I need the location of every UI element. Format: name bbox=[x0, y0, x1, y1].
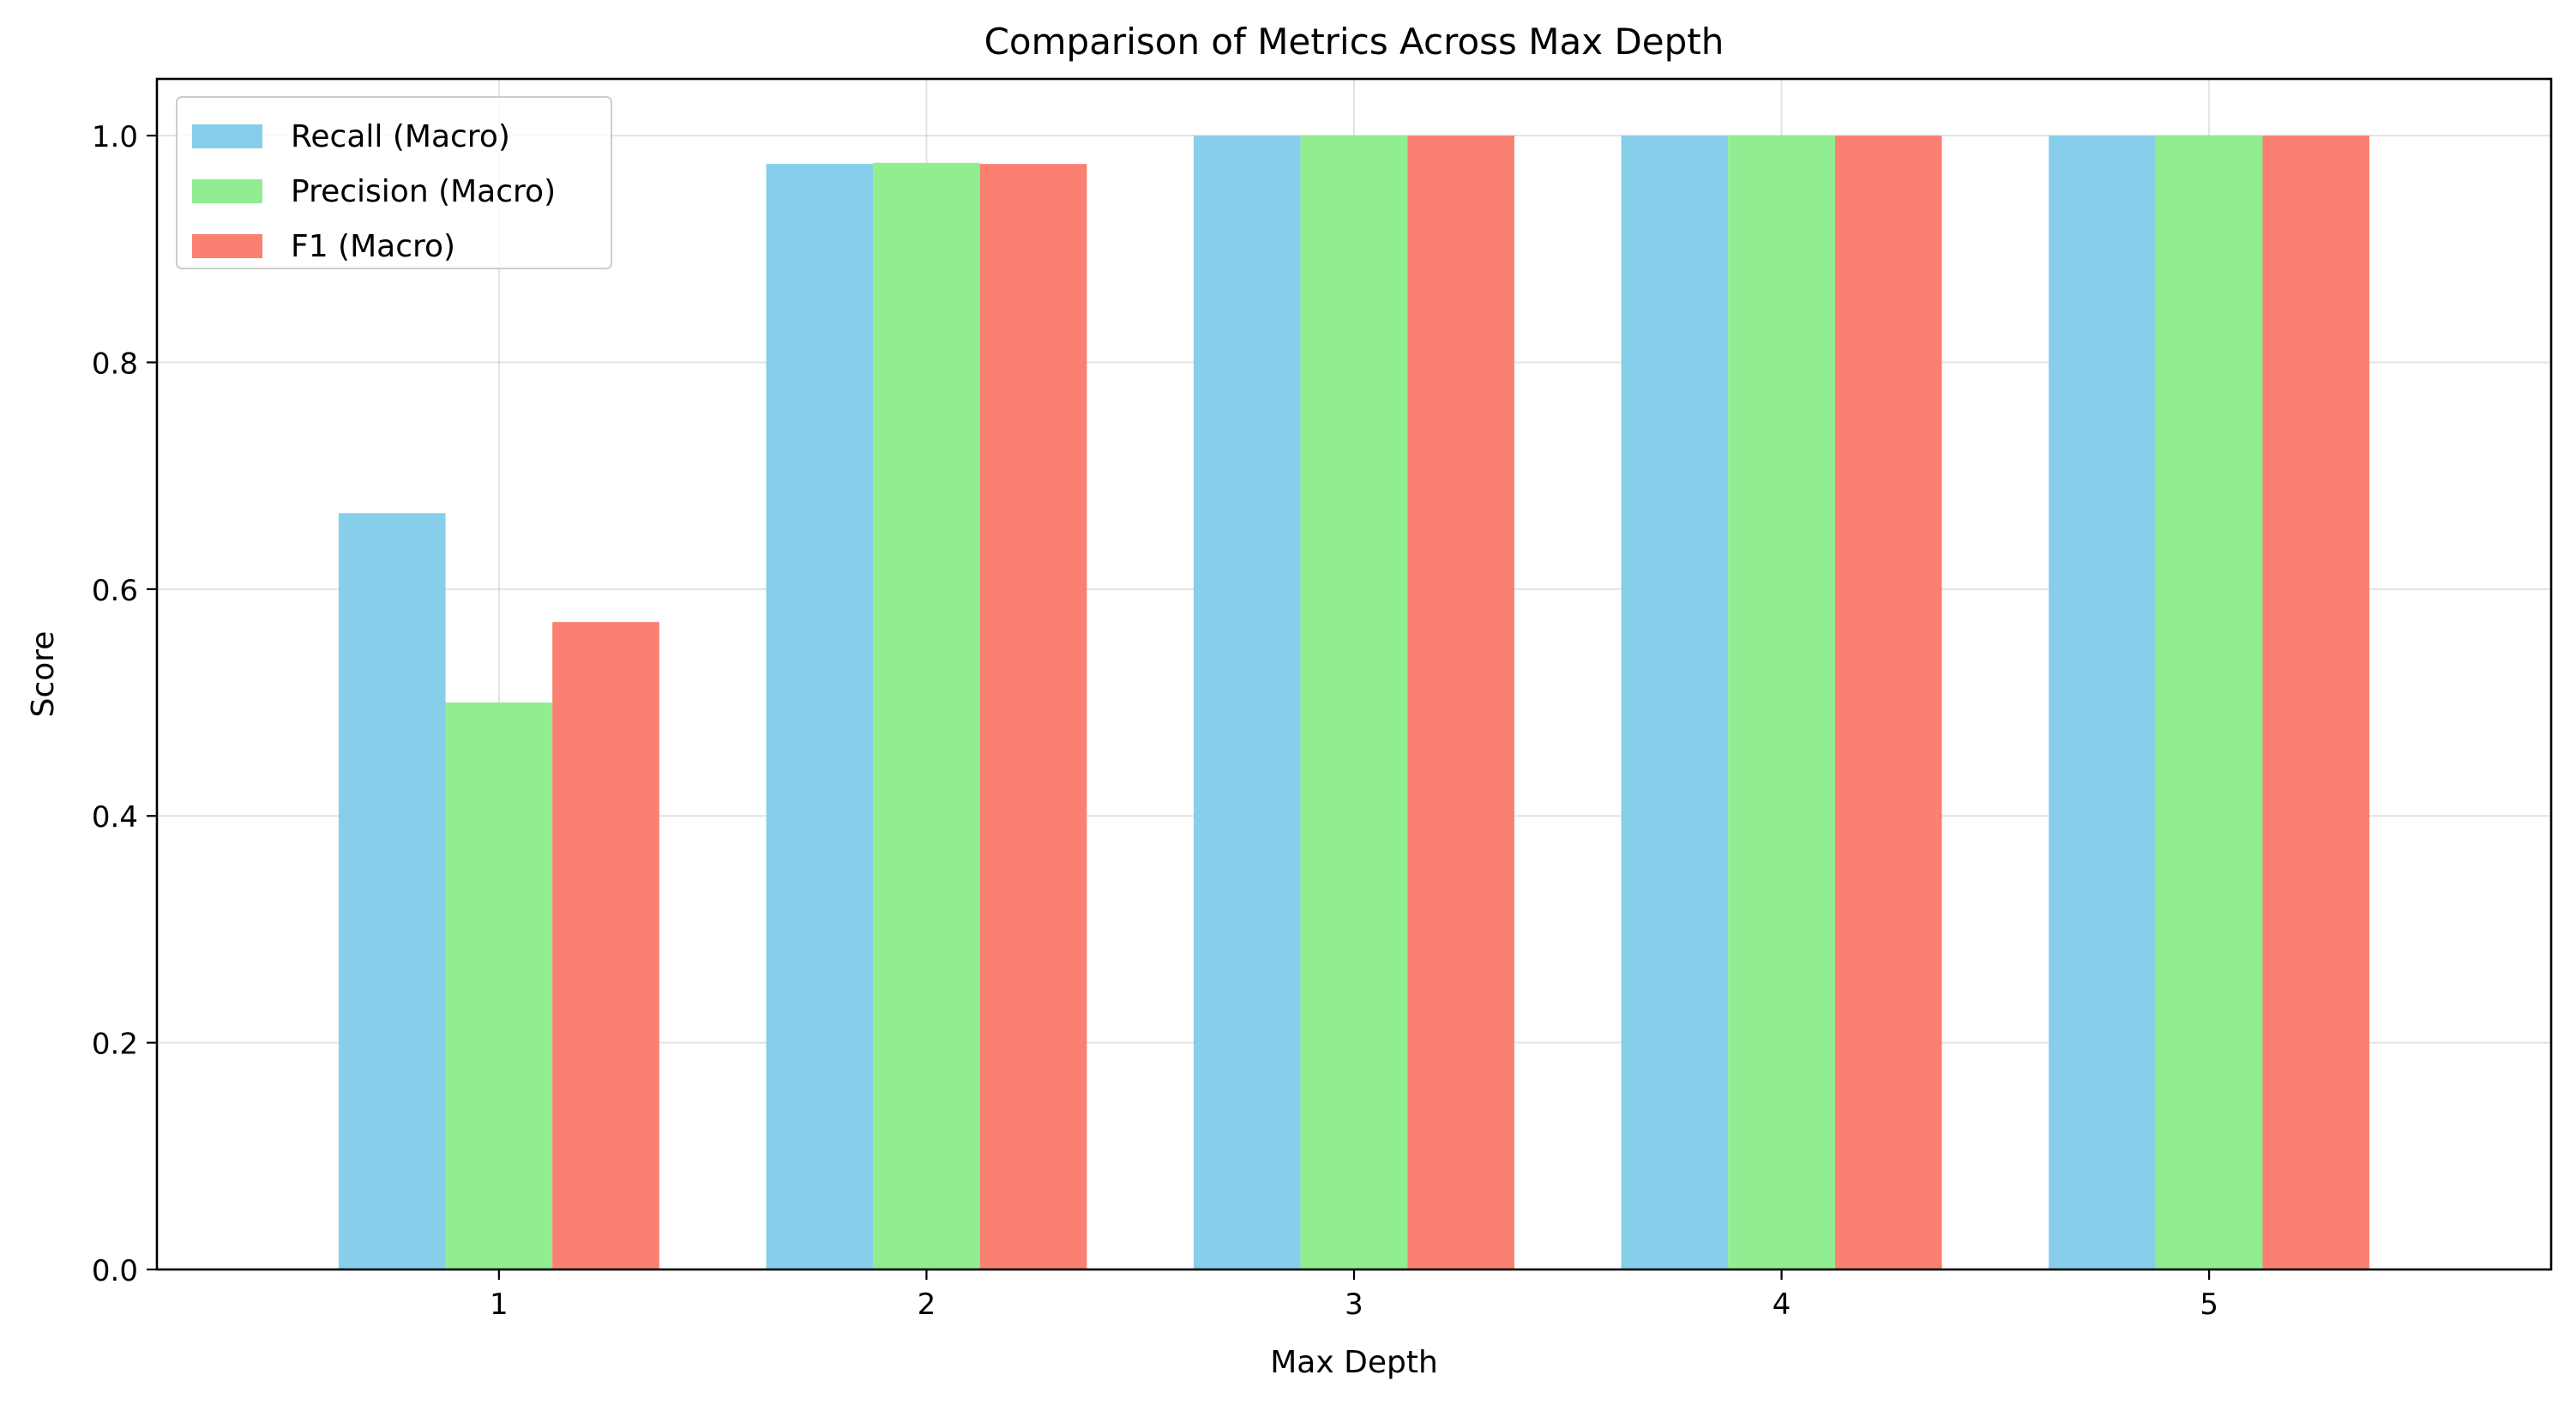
legend: Recall (Macro) Precision (Macro) F1 (Macro… bbox=[176, 96, 612, 269]
x-tick-label: 2 bbox=[918, 1287, 936, 1322]
bar-series-1-cat-4 bbox=[1621, 136, 1729, 1270]
bar-series-3-cat-1 bbox=[552, 622, 659, 1269]
legend-swatch bbox=[192, 124, 262, 148]
legend-box bbox=[176, 96, 612, 269]
x-tick-label: 4 bbox=[1773, 1287, 1791, 1322]
bar-series-3-cat-4 bbox=[1834, 136, 1942, 1270]
y-tick-label: 1.0 bbox=[92, 120, 138, 154]
legend-swatch bbox=[192, 234, 262, 258]
bar-series-1-cat-3 bbox=[1194, 136, 1301, 1270]
y-tick-label: 0.6 bbox=[92, 574, 138, 608]
bar-series-2-cat-5 bbox=[2155, 136, 2263, 1270]
bar-series-3-cat-2 bbox=[979, 164, 1087, 1270]
y-tick-label: 0.8 bbox=[92, 347, 138, 381]
bar-series-3-cat-5 bbox=[2262, 136, 2370, 1270]
x-axis-label: Max Depth bbox=[1270, 1345, 1438, 1380]
y-tick-label: 0.4 bbox=[92, 800, 138, 835]
bar-series-2-cat-3 bbox=[1300, 136, 1408, 1270]
bar-series-1-cat-5 bbox=[2049, 136, 2156, 1270]
bar-series-1-cat-1 bbox=[338, 513, 446, 1269]
bar-series-1-cat-2 bbox=[766, 164, 874, 1270]
y-tick-label: 0.2 bbox=[92, 1028, 138, 1062]
bar-series-3-cat-3 bbox=[1407, 136, 1514, 1270]
axis-ticks: 0.0 0.2 0.4 0.6 0.8 1.0 1 2 3 4 5 bbox=[92, 120, 2218, 1322]
y-tick-label: 0.0 bbox=[92, 1254, 138, 1288]
bar-series-2-cat-1 bbox=[445, 702, 553, 1269]
legend-label: Recall (Macro) bbox=[291, 119, 510, 154]
x-tick-label: 5 bbox=[2200, 1287, 2218, 1322]
legend-swatch bbox=[192, 179, 262, 203]
legend-label: F1 (Macro) bbox=[291, 229, 455, 264]
bar-series-2-cat-4 bbox=[1728, 136, 1835, 1270]
y-axis-label: Score bbox=[26, 631, 61, 718]
bars bbox=[338, 136, 2370, 1270]
x-tick-label: 1 bbox=[490, 1287, 509, 1322]
x-tick-label: 3 bbox=[1345, 1287, 1363, 1322]
chart-title: Comparison of Metrics Across Max Depth bbox=[984, 21, 1724, 63]
legend-label: Precision (Macro) bbox=[291, 174, 556, 209]
bar-series-2-cat-2 bbox=[873, 162, 980, 1270]
